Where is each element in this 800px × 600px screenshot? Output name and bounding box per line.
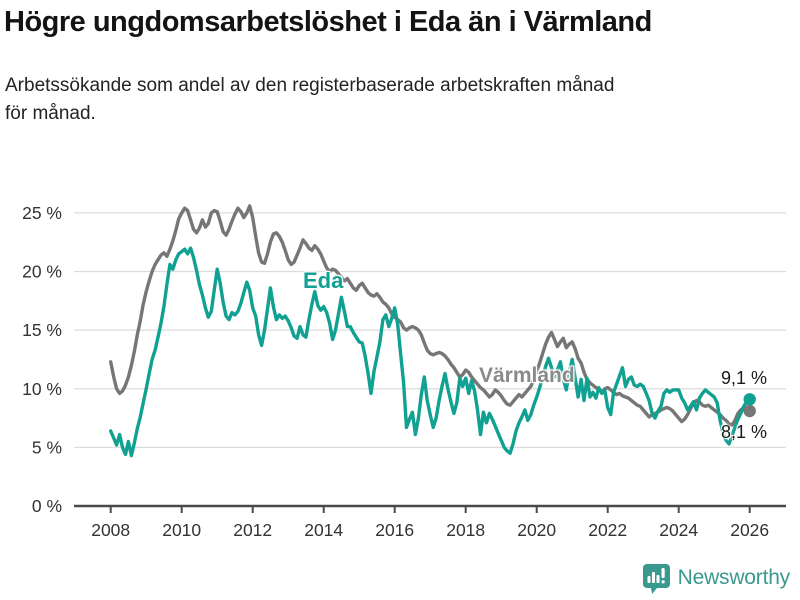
x-tick-label: 2018 <box>446 520 485 540</box>
x-tick-label: 2020 <box>517 520 556 540</box>
x-tick-label: 2016 <box>375 520 414 540</box>
x-tick-label: 2012 <box>233 520 272 540</box>
end-value-label-eda: 9,1 % <box>721 368 768 388</box>
end-value-label-varmland: 8,1 % <box>721 422 768 442</box>
end-point-dot-eda <box>743 393 756 406</box>
y-tick-label: 5 % <box>32 437 62 457</box>
x-tick-label: 2008 <box>91 520 130 540</box>
series-label-varmland: Värmland <box>479 364 575 387</box>
series-line-eda <box>108 246 752 458</box>
page-title: Högre ungdomsarbetslöshet i Eda än i Vär… <box>4 6 652 38</box>
x-tick-label: 2022 <box>588 520 627 540</box>
y-tick-label: 20 % <box>22 262 62 282</box>
x-tick-label: 2010 <box>162 520 201 540</box>
y-tick-label: 25 % <box>22 203 62 223</box>
end-point-dot-vrmland <box>743 404 756 418</box>
y-tick-label: 15 % <box>22 320 62 340</box>
chart-subtitle: Arbetssökande som andel av den registerb… <box>5 72 725 128</box>
newsworthy-logo-text: Newsworthy <box>677 566 791 589</box>
newsworthy-bar-chart-bubble-icon <box>642 564 670 594</box>
y-tick-label: 10 % <box>22 379 62 399</box>
y-tick-label: 0 % <box>32 496 62 516</box>
x-tick-label: 2026 <box>730 520 769 540</box>
series-label-eda: Eda <box>303 268 344 293</box>
subtitle-line-1: Arbetssökande som andel av den registerb… <box>5 75 615 96</box>
series-line-vrmland <box>108 204 752 427</box>
x-tick-label: 2014 <box>304 520 343 540</box>
subtitle-line-2: för månad. <box>5 103 96 124</box>
x-tick-label: 2024 <box>659 520 698 540</box>
newsworthy-logo: Newsworthy <box>642 562 790 594</box>
